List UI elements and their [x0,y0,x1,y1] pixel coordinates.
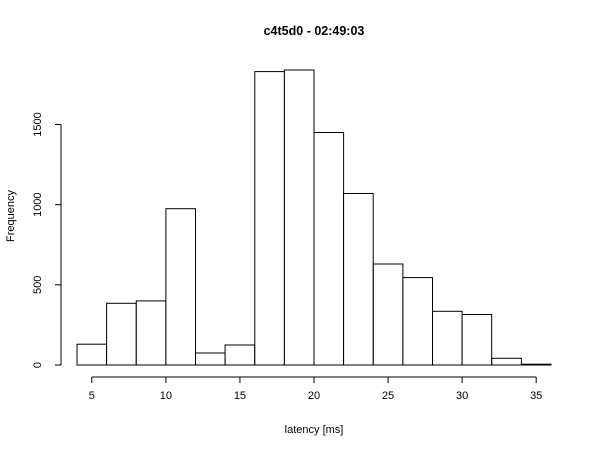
x-tick-label-20: 20 [308,390,320,402]
x-tick-label-25: 25 [382,390,394,402]
histogram-bar-5 [224,344,256,366]
histogram-bar-0 [76,343,108,366]
x-tick-label-35: 35 [530,390,542,402]
x-tick-label-10: 10 [160,390,172,402]
x-tick-label-5: 5 [89,390,95,402]
x-axis-label: latency [ms] [285,424,344,436]
y-tick-label-1500: 1500 [32,112,44,136]
y-tick-label-1000: 1000 [32,192,44,216]
y-tick-label-0: 0 [32,362,44,368]
histogram-bar-11 [402,277,433,366]
histogram-bar-7 [283,69,315,366]
histogram-bar-10 [372,263,404,366]
x-tick-label-30: 30 [456,390,468,402]
histogram-bar-15 [520,363,552,366]
histogram-bar-6 [254,71,285,366]
histogram-bar-12 [432,310,463,366]
histogram-bars [76,69,552,366]
histogram-bar-1 [106,302,137,366]
y-axis-label: Frequency [5,190,17,242]
histogram-bar-2 [135,300,167,366]
histogram-bar-13 [461,314,493,366]
y-tick-label-500: 500 [32,276,44,294]
histogram-bar-9 [343,193,374,366]
histogram-bar-14 [491,357,522,366]
histogram-bar-4 [195,352,226,366]
y-axis: 0 500 1000 1500 [32,112,62,368]
x-tick-label-15: 15 [234,390,246,402]
histogram-bar-8 [313,132,345,366]
chart-title: c4t5d0 - 02:49:03 [264,24,365,38]
x-axis: 5 10 15 20 25 30 35 [89,376,542,402]
histogram-bar-3 [165,208,196,366]
